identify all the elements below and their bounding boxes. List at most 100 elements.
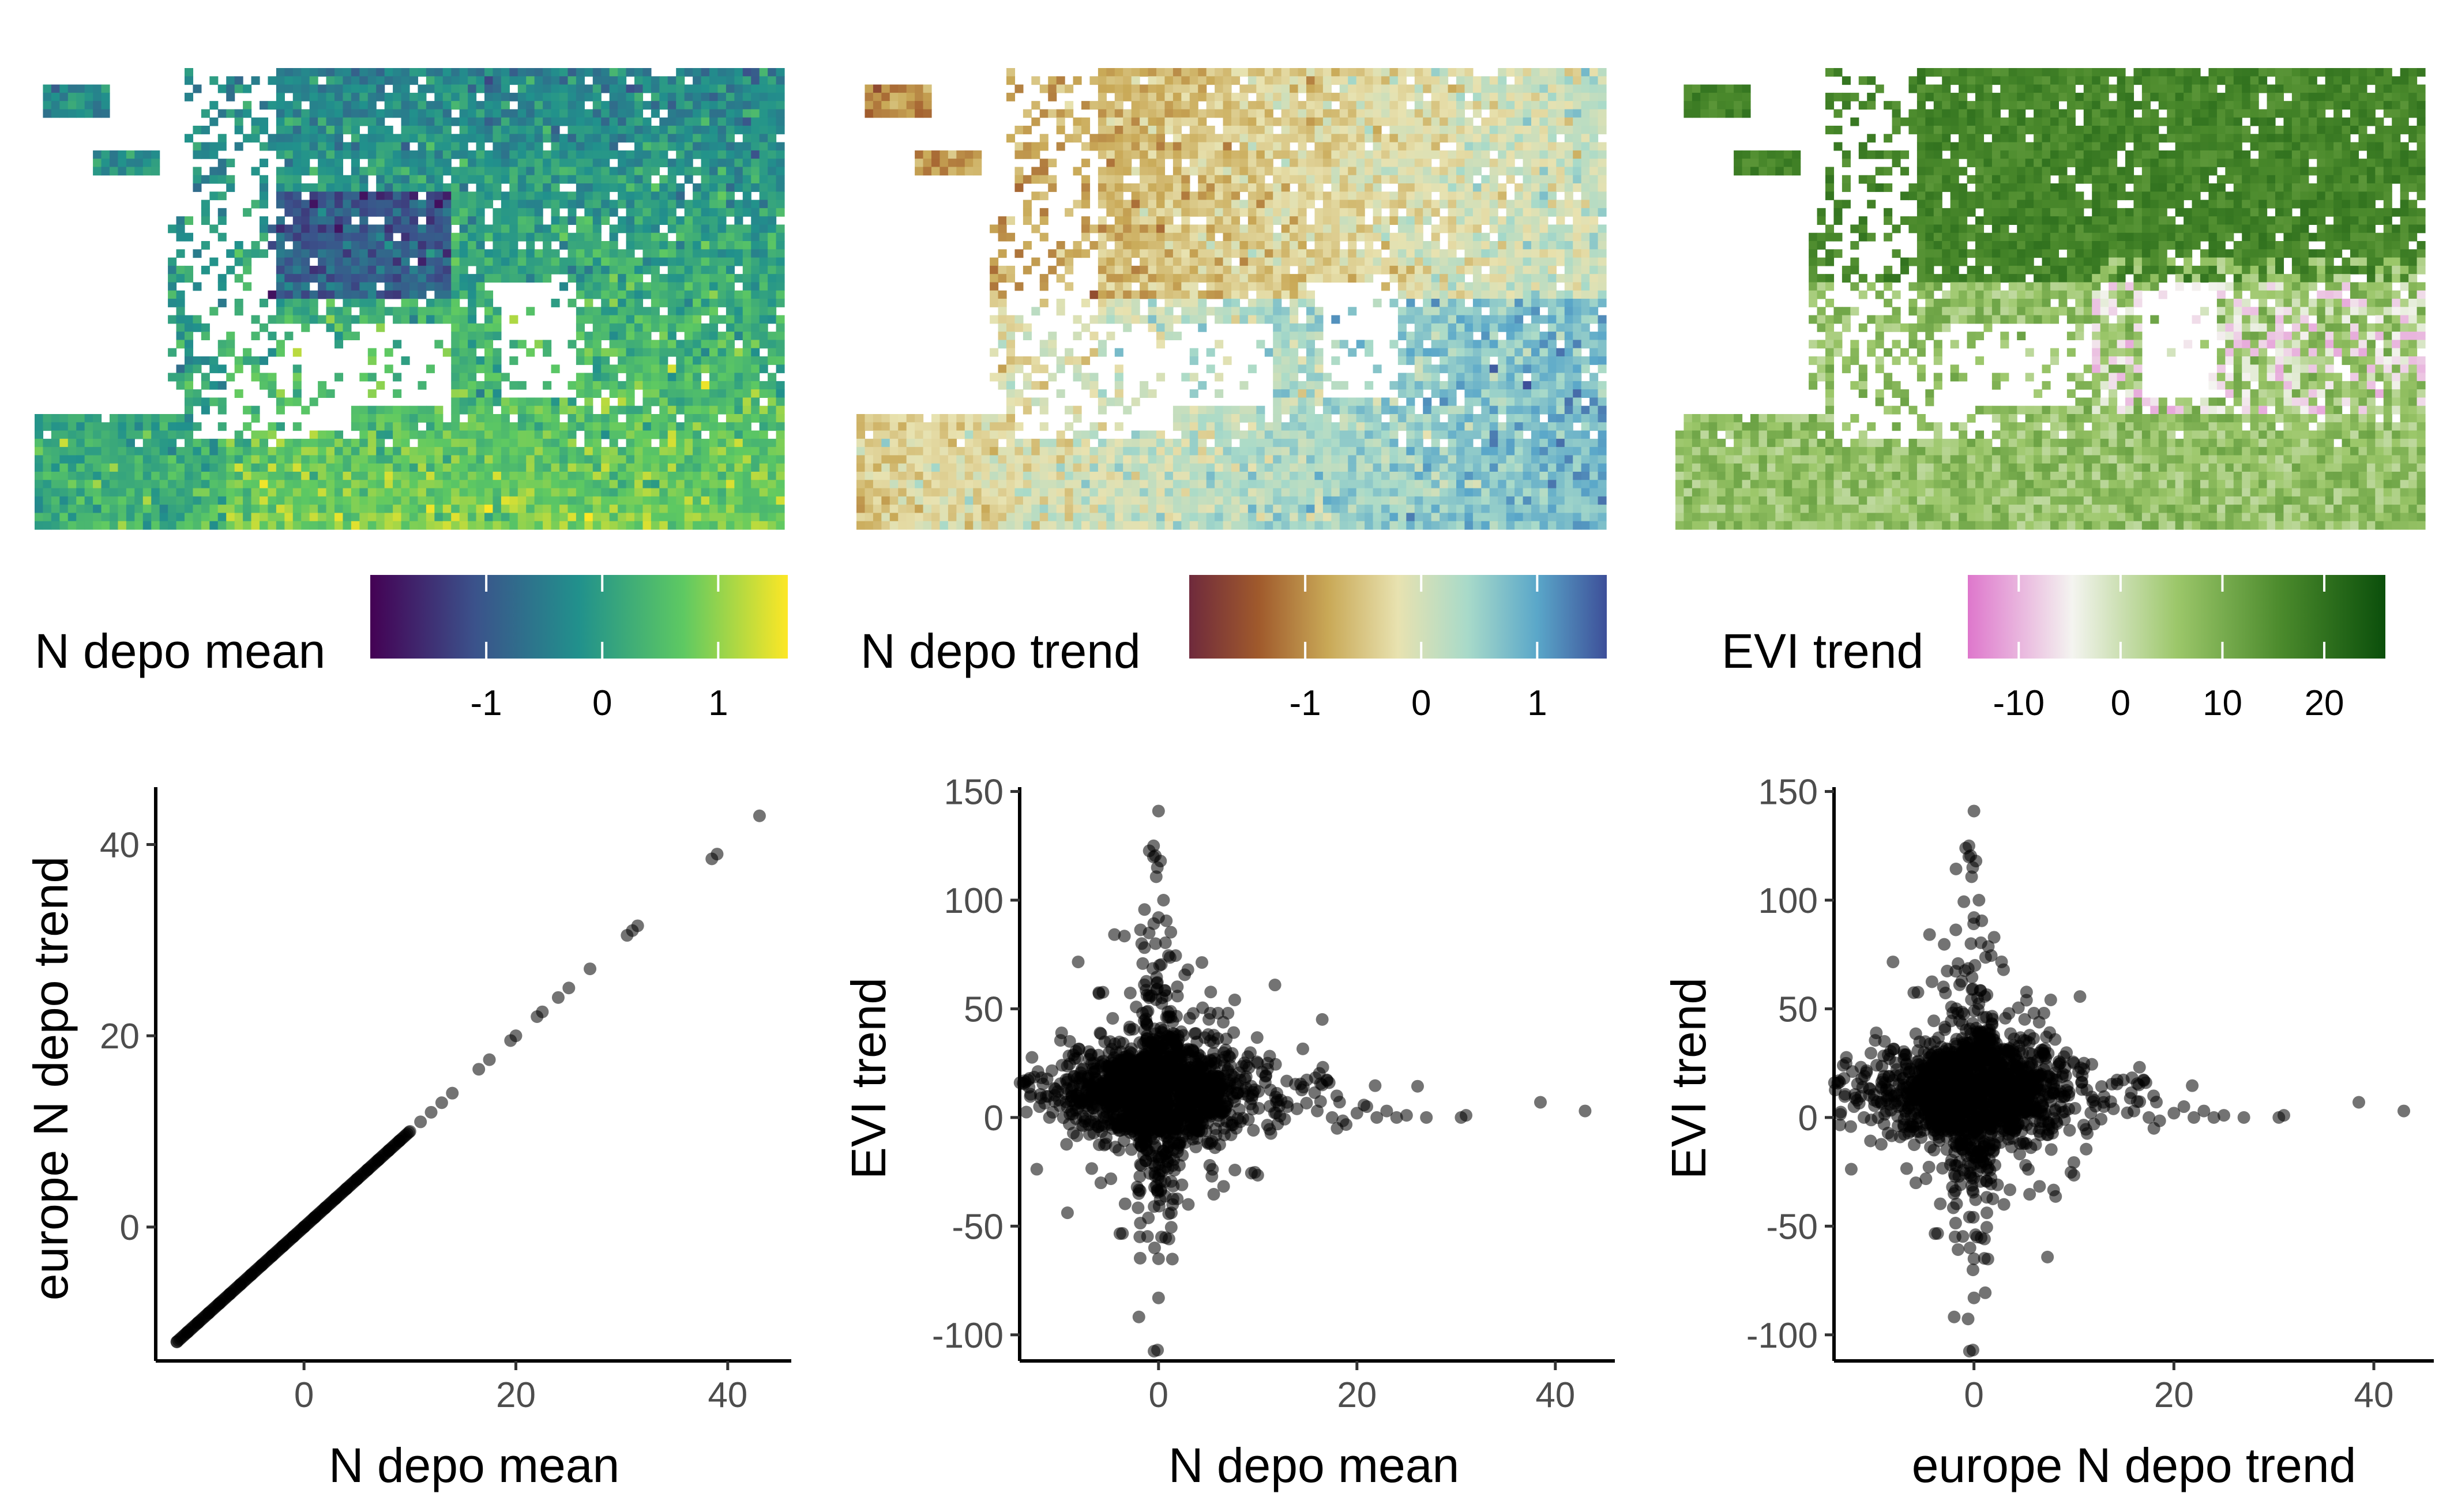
map-cell [1031, 76, 1040, 85]
map-cell [717, 496, 727, 505]
map-cell [734, 84, 743, 93]
map-cell [543, 183, 552, 192]
map-cell [134, 521, 144, 530]
map-cell [601, 513, 610, 522]
map-cell [551, 216, 560, 225]
map-cell [151, 150, 160, 159]
map-cell [193, 505, 202, 514]
map-cell [1539, 126, 1549, 134]
map-cell [684, 101, 693, 110]
map-cell [1239, 224, 1249, 234]
map-cell [459, 68, 468, 77]
map-cell [1231, 183, 1241, 192]
map-cell [1181, 183, 1190, 192]
map-cell [651, 356, 660, 365]
map-cell [476, 323, 485, 332]
map-cell [618, 265, 627, 274]
map-cell [1564, 142, 1573, 151]
map-cell [1547, 224, 1557, 234]
map-cell [1331, 126, 1340, 134]
map-cell [1498, 167, 1507, 176]
map-cell [717, 315, 727, 324]
map-cell [126, 150, 135, 159]
map-cell [84, 438, 93, 447]
map-cell [393, 134, 402, 143]
map-cell [1223, 216, 1232, 225]
map-cell [185, 496, 194, 505]
map-cell [326, 290, 335, 299]
map-cell [301, 257, 310, 266]
map-cell [1406, 224, 1415, 234]
map-cell [1148, 92, 1157, 101]
map-cell [1239, 84, 1249, 93]
map-cell [726, 183, 735, 192]
map-cell [234, 241, 243, 250]
map-cell [484, 364, 494, 374]
map-cell [1306, 68, 1316, 77]
map-cell [618, 307, 627, 316]
map-cell [343, 274, 352, 283]
map-cell [634, 159, 644, 168]
map-cell [634, 438, 644, 447]
map-cell [734, 167, 743, 176]
map-cell [684, 257, 693, 266]
map-cell [576, 265, 585, 274]
map-cell [401, 249, 410, 258]
map-cell [1031, 142, 1040, 151]
map-cell [1014, 126, 1024, 134]
map-cell [501, 224, 510, 234]
map-cell [751, 455, 760, 464]
map-cell [84, 463, 93, 472]
map-cell [701, 200, 710, 209]
map-cell [642, 183, 652, 192]
map-cell [93, 167, 102, 176]
map-cell [359, 232, 369, 242]
map-cell [351, 101, 360, 110]
map-cell [501, 521, 510, 530]
map-cell [618, 216, 627, 225]
map-cell [1048, 84, 1057, 93]
map-cell [1356, 92, 1365, 101]
map-cell [1506, 216, 1515, 225]
map-cell [526, 183, 535, 192]
map-cell [1273, 232, 1282, 242]
map-cell [1264, 84, 1273, 93]
map-cell [1172, 76, 1182, 85]
map-cell [176, 422, 185, 431]
map-cell [1131, 249, 1140, 258]
map-cell [318, 159, 327, 168]
map-cell [468, 76, 477, 85]
map-cell [659, 455, 668, 464]
map-cell [193, 488, 202, 497]
map-cell [1198, 76, 1207, 85]
map-cell [1547, 167, 1557, 176]
map-cell [517, 183, 527, 192]
map-cell [1498, 92, 1507, 101]
map-cell [1247, 134, 1257, 143]
map-cell [1423, 208, 1432, 217]
map-cell [426, 364, 435, 374]
map-cell [159, 455, 168, 464]
map-cell [543, 455, 552, 464]
map-cell [659, 480, 668, 489]
map-cell [1114, 232, 1123, 242]
map-cell [543, 134, 552, 143]
map-cell [1464, 232, 1474, 242]
map-cell [1114, 68, 1123, 77]
map-cell [176, 299, 185, 307]
map-cell [1247, 183, 1257, 192]
map-cell [442, 208, 452, 217]
map-cell [1189, 208, 1198, 217]
map-cell [759, 496, 768, 505]
map-cell [284, 84, 294, 93]
map-cell [709, 488, 719, 497]
map-cell [376, 84, 385, 93]
map-cell [393, 175, 402, 184]
map-cell [709, 101, 719, 110]
map-cell [193, 438, 202, 447]
map-cell [693, 109, 702, 118]
map-cell [626, 191, 635, 201]
map-cell [51, 84, 60, 93]
map-cell [517, 117, 527, 126]
map-cell [110, 463, 119, 472]
